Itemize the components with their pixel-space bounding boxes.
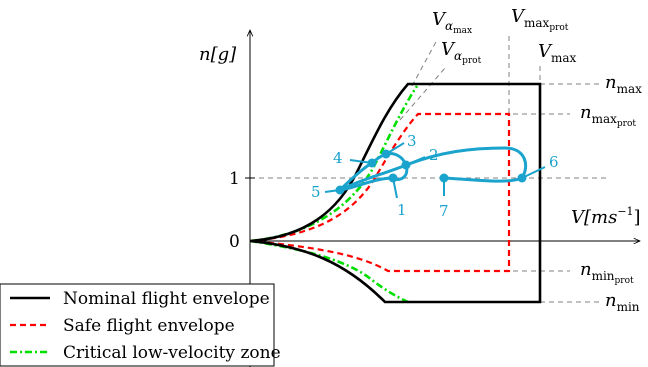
- critical-zone-upper: [249, 85, 419, 243]
- label-n-min: nmin: [605, 290, 640, 314]
- point-label-5: 5: [311, 183, 321, 201]
- y-axis-label: n[g]: [199, 44, 237, 65]
- point-label-1: 1: [397, 201, 407, 219]
- guide-v-alpha-prot: [399, 67, 446, 121]
- safe-envelope: [249, 112, 511, 273]
- point-label-4: 4: [333, 149, 343, 167]
- legend: Nominal flight envelope Safe flight enve…: [0, 283, 281, 367]
- critical-zone: [249, 85, 419, 304]
- legend-label-nominal: Nominal flight envelope: [63, 289, 270, 309]
- guide-v-alpha-max: [411, 39, 438, 87]
- label-v-alpha-max: Vαmax: [432, 9, 472, 36]
- point-label-3: 3: [407, 132, 417, 150]
- x-axis-label: V[ms−1]: [571, 205, 641, 228]
- safe-envelope-path: [249, 112, 511, 273]
- label-n-max: nmax: [605, 72, 642, 96]
- point-label-7: 7: [439, 202, 449, 220]
- legend-label-critical: Critical low-velocity zone: [63, 343, 281, 363]
- point-label-6: 6: [549, 153, 559, 171]
- guide-lines: [250, 36, 610, 303]
- point-leaders: [324, 142, 546, 199]
- legend-label-safe: Safe flight envelope: [63, 316, 235, 336]
- label-n-min-prot: nminprot: [580, 259, 634, 286]
- label-v-max: Vmax: [538, 41, 577, 65]
- nominal-envelope: [249, 82, 542, 304]
- nominal-envelope-path: [249, 82, 542, 304]
- tick-one-label: 1: [229, 169, 240, 189]
- label-v-alpha-prot: Vαprot: [441, 39, 482, 66]
- label-n-max-prot: nmaxprot: [580, 102, 636, 129]
- point-label-2: 2: [429, 146, 439, 164]
- tick-zero-label: 0: [229, 232, 240, 252]
- label-v-max-prot: Vmaxprot: [511, 6, 569, 33]
